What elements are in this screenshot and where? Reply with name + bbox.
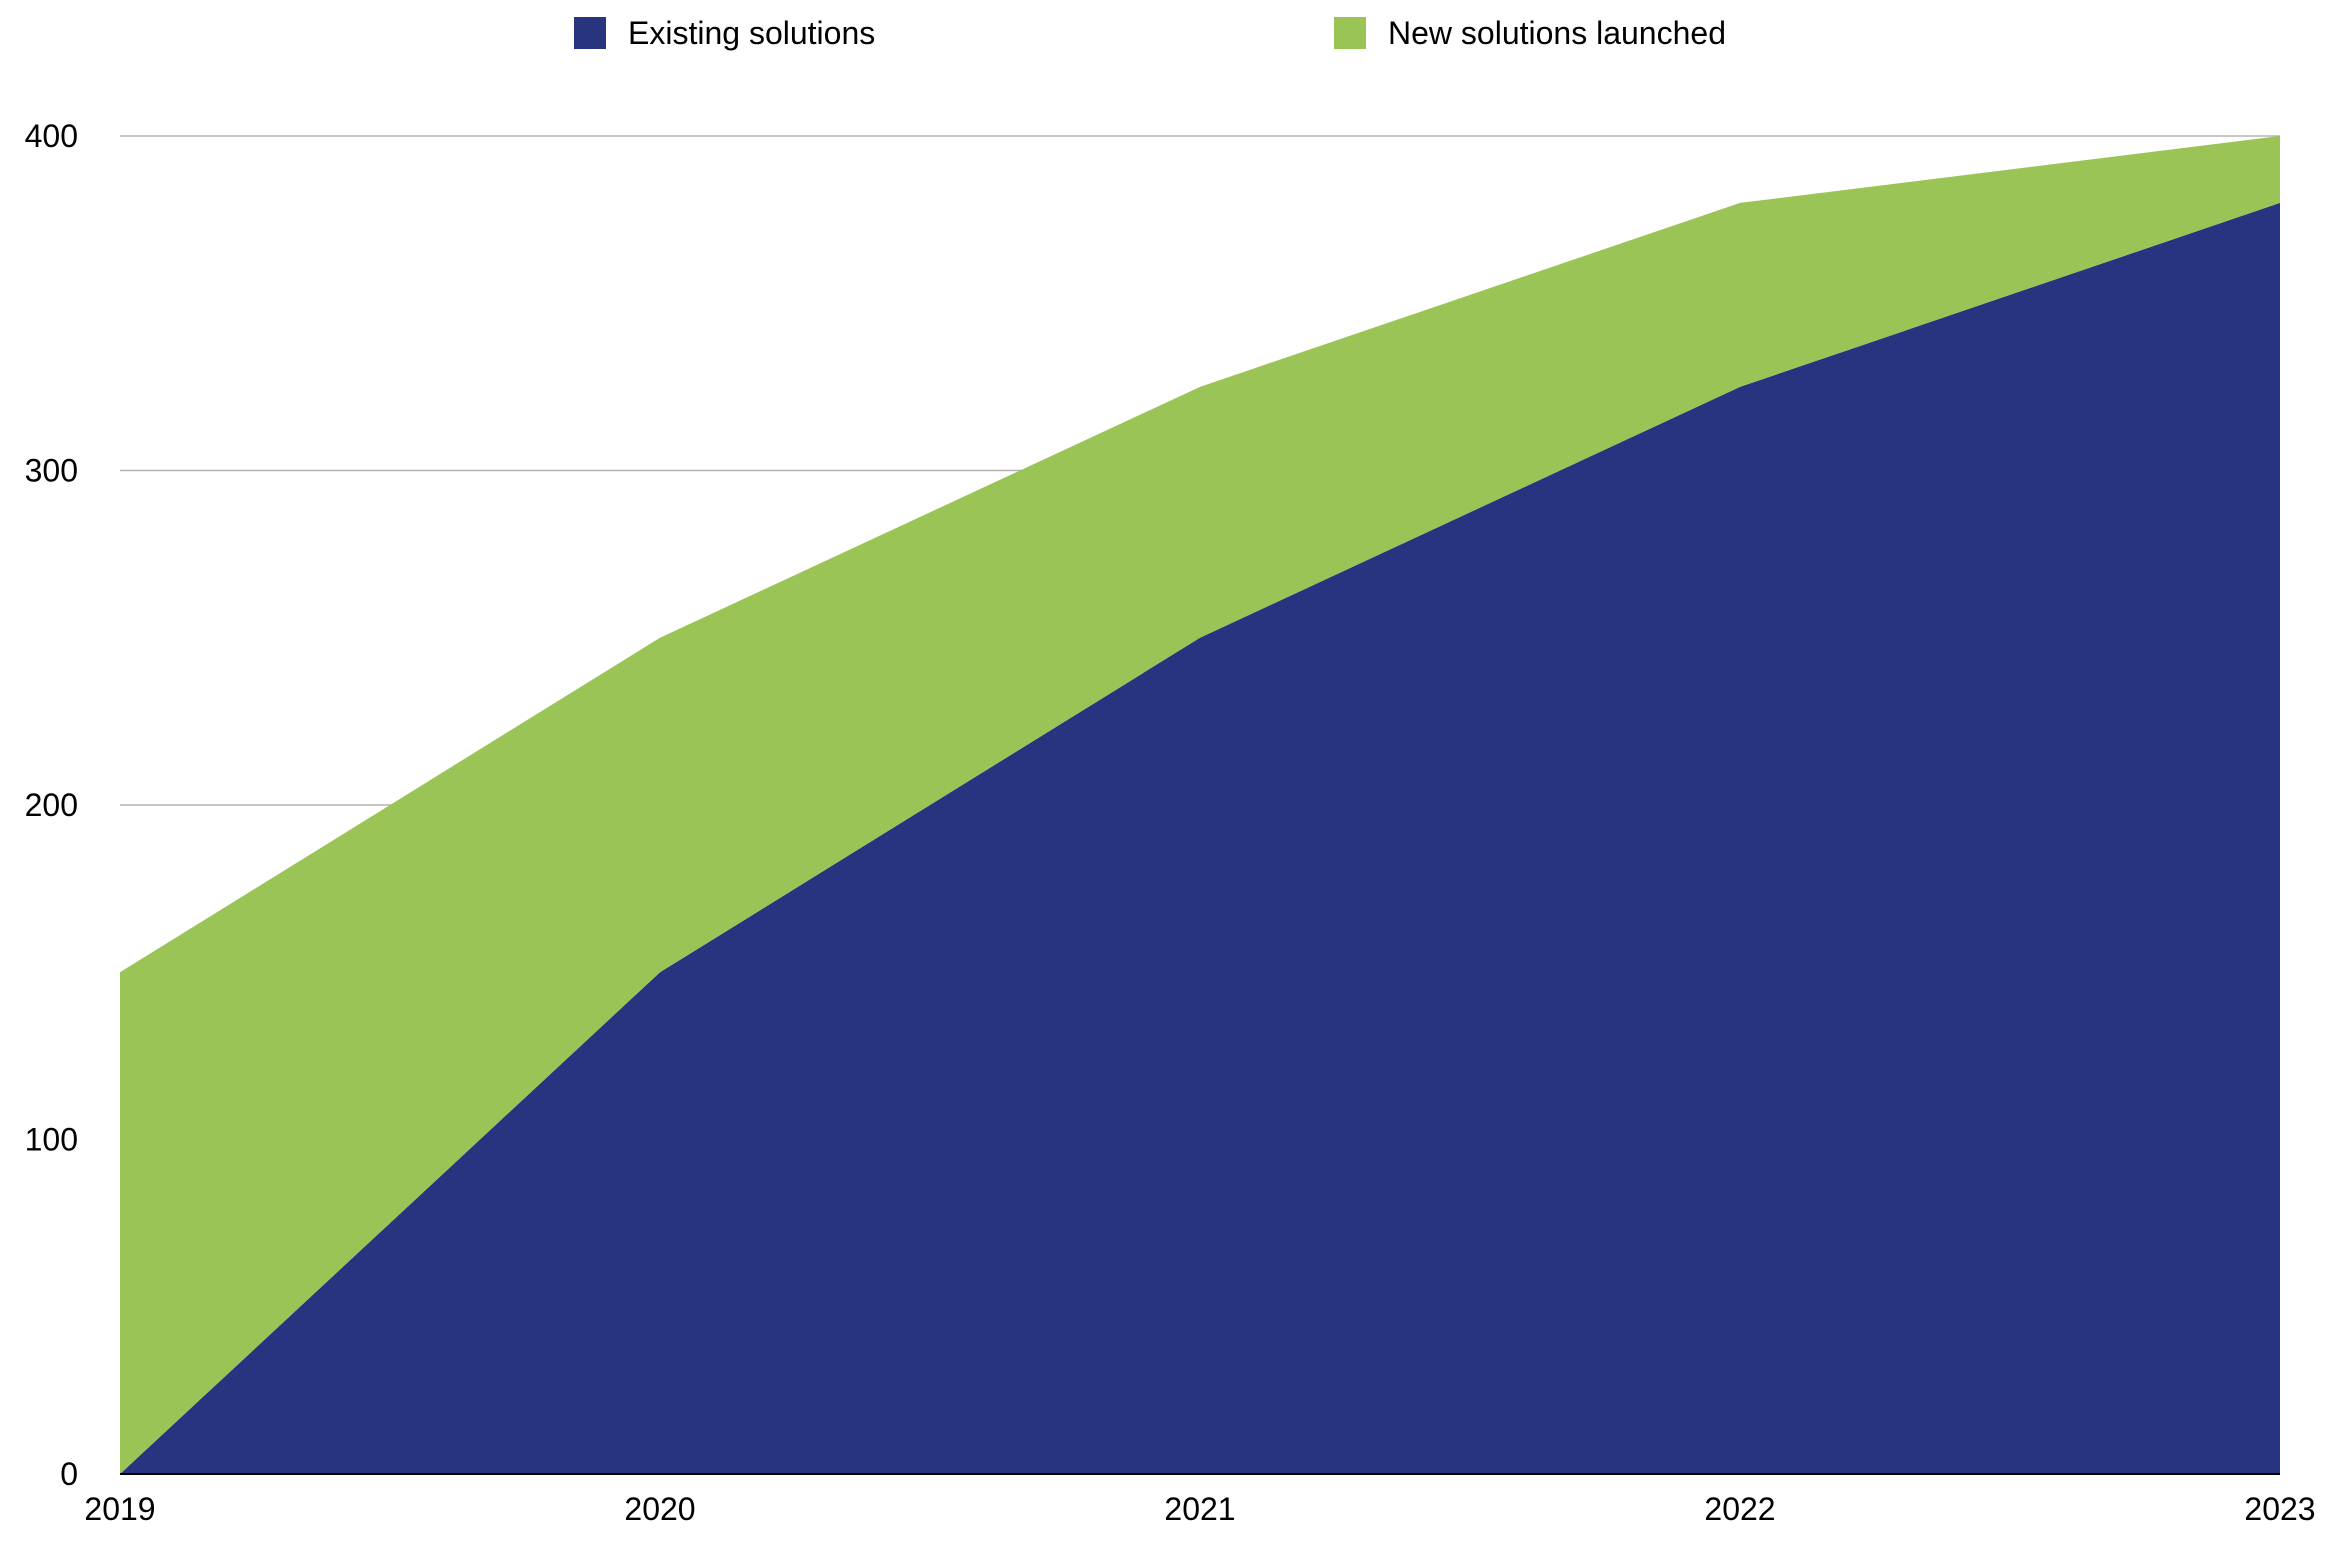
legend-label-existing-solutions: Existing solutions [628, 15, 876, 51]
area-new-solutions-launched [120, 136, 2280, 1474]
y-tick-label-200: 200 [25, 787, 78, 823]
axes: 0 100 200 300 400 2019 2020 2021 2022 2023 [25, 118, 2316, 1527]
x-tick-label-2019: 2019 [84, 1491, 155, 1527]
legend-item-new-solutions-launched: New solutions launched [1334, 8, 1726, 58]
legend-swatch-new-solutions-launched [1334, 17, 1366, 49]
x-tick-label-2021: 2021 [1164, 1491, 1235, 1527]
legend-item-existing-solutions: Existing solutions [574, 8, 875, 58]
area-existing-solutions [120, 202, 2280, 1474]
y-tick-label-300: 300 [25, 453, 78, 489]
legend: Existing solutions New solutions launche… [0, 8, 2334, 58]
y-tick-label-0: 0 [60, 1456, 78, 1492]
x-tick-label-2020: 2020 [624, 1491, 695, 1527]
x-tick-label-2023: 2023 [2244, 1491, 2315, 1527]
legend-swatch-existing-solutions [574, 17, 606, 49]
legend-label-new-solutions-launched: New solutions launched [1388, 15, 1726, 51]
x-tick-label-2022: 2022 [1704, 1491, 1775, 1527]
y-tick-label-100: 100 [25, 1122, 78, 1158]
area-series [120, 136, 2280, 1474]
y-tick-label-400: 400 [25, 118, 78, 154]
